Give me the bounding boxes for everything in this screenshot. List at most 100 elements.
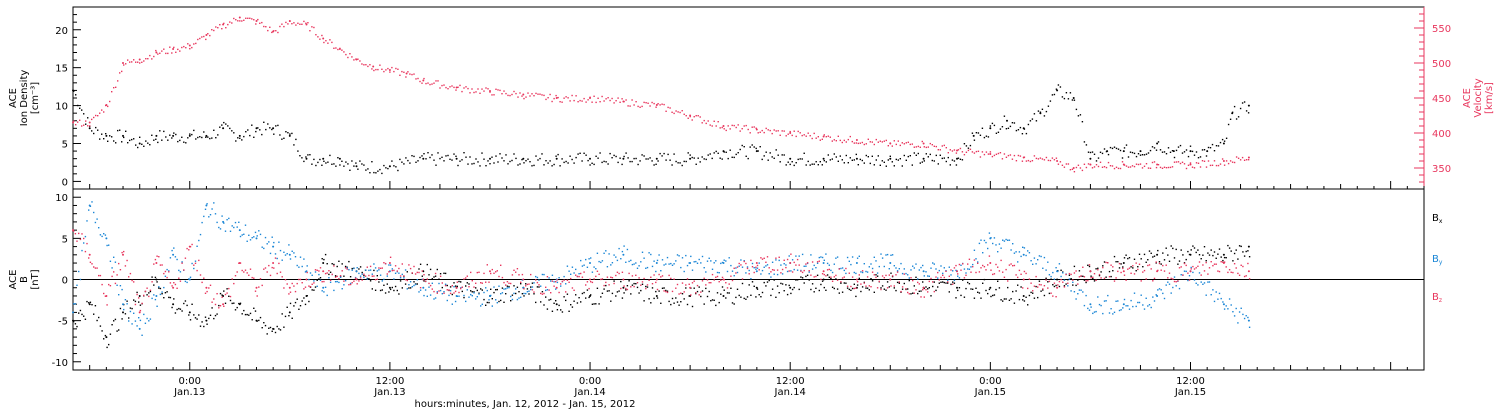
data-point-red: [267, 29, 269, 32]
data-point-black: [945, 160, 947, 163]
series-point-black: [789, 157, 792, 160]
data-point-Bz: [698, 294, 700, 296]
data-point-black: [383, 164, 385, 167]
data-point-Bz: [176, 287, 178, 289]
data-point-Bx: [743, 297, 745, 300]
data-point-Bx: [930, 295, 932, 297]
data-point-Bx: [86, 300, 88, 303]
data-point-red: [301, 23, 303, 25]
data-point-Bz: [361, 279, 363, 281]
data-point-By: [244, 224, 247, 226]
data-point-Bx: [1005, 298, 1007, 300]
data-point-black: [525, 160, 527, 162]
data-point-Bx: [888, 286, 890, 288]
data-point-Bx: [1012, 290, 1014, 293]
data-point-black: [917, 152, 919, 155]
data-point-black: [167, 139, 169, 141]
series-point-Bz: [155, 262, 158, 264]
data-point-By: [1003, 240, 1006, 242]
data-point-red: [337, 48, 339, 51]
data-point-By: [735, 267, 737, 269]
data-point-By: [163, 286, 165, 289]
data-point-black: [621, 163, 623, 166]
data-point-red: [781, 130, 783, 132]
data-point-Bz: [168, 271, 170, 273]
data-point-black: [185, 142, 187, 144]
data-point-Bx: [740, 296, 742, 298]
data-point-black: [313, 158, 315, 161]
data-point-By: [301, 265, 303, 268]
data-point-red: [1041, 158, 1044, 160]
data-point-red: [1095, 164, 1098, 166]
data-point-Bx: [590, 294, 592, 296]
data-point-red: [1217, 164, 1220, 167]
data-point-Bx: [880, 287, 882, 289]
data-point-black: [183, 141, 185, 143]
series-point-Bz: [172, 286, 175, 289]
data-point-By: [673, 263, 675, 265]
data-point-black: [935, 154, 937, 157]
data-point-Bz: [431, 288, 433, 290]
data-point-black: [235, 140, 237, 142]
data-point-By: [975, 258, 977, 260]
data-point-By: [465, 300, 467, 303]
series-point-By: [255, 237, 258, 240]
data-point-red: [993, 154, 996, 157]
data-point-Bx: [338, 260, 340, 262]
data-point-By: [1163, 297, 1166, 300]
data-point-black: [951, 159, 954, 161]
data-point-By: [948, 266, 950, 268]
data-point-Bx: [806, 274, 809, 276]
data-point-By: [508, 286, 510, 289]
data-point-red: [145, 58, 147, 60]
data-point-red: [535, 92, 537, 95]
data-point-Bz: [945, 270, 947, 272]
data-point-Bx: [321, 258, 323, 260]
data-point-black: [101, 133, 103, 135]
data-point-By: [1192, 271, 1194, 274]
data-point-Bz: [1192, 265, 1194, 268]
data-point-red: [979, 156, 982, 158]
legend-by: By: [1432, 254, 1443, 266]
data-point-Bx: [540, 301, 542, 303]
data-point-By: [454, 300, 457, 303]
data-point-red: [1091, 167, 1094, 169]
data-point-red: [687, 117, 689, 119]
data-point-red: [1233, 161, 1236, 164]
data-point-By: [1048, 274, 1051, 276]
data-point-By: [101, 235, 103, 238]
data-point-black: [291, 132, 293, 135]
data-point-Bx: [800, 276, 802, 278]
data-point-By: [661, 259, 664, 261]
data-point-By: [368, 269, 370, 272]
data-point-red: [645, 102, 647, 104]
series-point-black: [855, 157, 858, 160]
data-point-red: [1215, 164, 1218, 167]
data-point-Bz: [841, 277, 844, 279]
data-point-Bz: [910, 277, 912, 279]
data-point-Bx: [850, 289, 852, 291]
data-point-red: [899, 144, 901, 147]
data-point-red: [115, 86, 117, 88]
data-point-red: [603, 100, 605, 102]
data-point-Bx: [173, 298, 175, 300]
y-tick-label-left: 15: [55, 64, 68, 75]
data-point-By: [690, 255, 692, 258]
data-point-Bz: [1088, 264, 1091, 266]
data-point-black: [617, 161, 619, 164]
data-point-Bz: [755, 266, 757, 268]
data-point-Bz: [313, 282, 315, 284]
data-point-By: [324, 286, 327, 288]
series-point-Bz: [989, 262, 992, 264]
data-point-red: [495, 88, 497, 90]
data-point-Bz: [1018, 269, 1021, 272]
data-point-Bz: [1102, 266, 1104, 269]
data-point-Bx: [74, 323, 77, 325]
data-point-Bx: [741, 282, 744, 285]
data-point-By: [306, 265, 308, 267]
data-point-Bx: [183, 302, 185, 305]
data-point-By: [351, 269, 353, 271]
data-point-Bz: [758, 269, 760, 271]
data-point-black: [1041, 108, 1044, 110]
data-point-Bx: [1125, 254, 1127, 256]
